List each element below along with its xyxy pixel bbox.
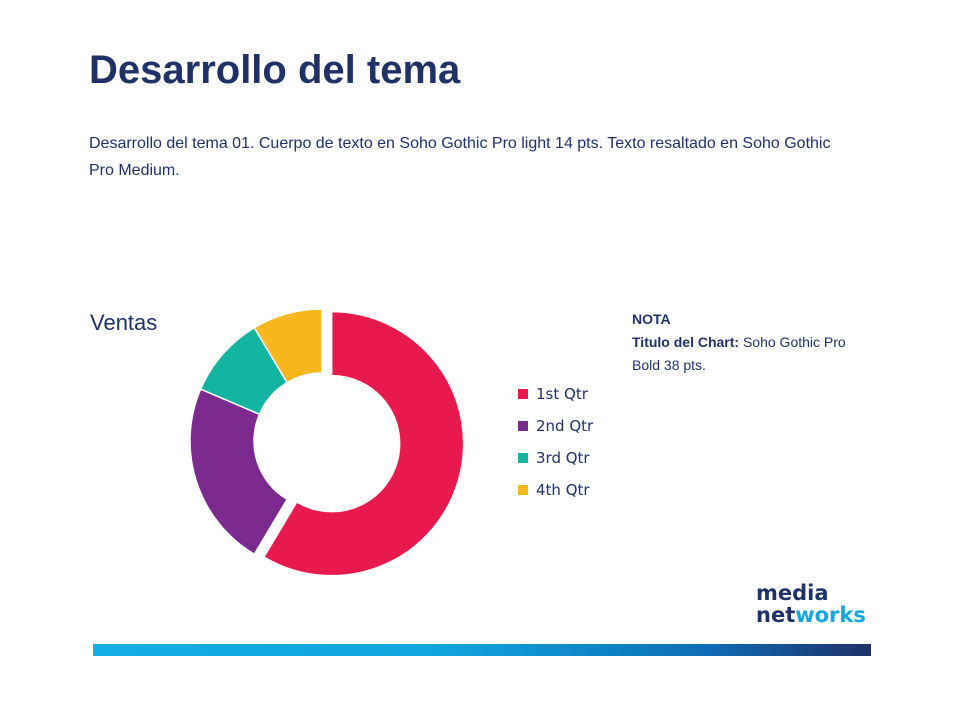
donut-slice-4 [253, 308, 323, 384]
slide-title: Desarrollo del tema [89, 48, 461, 92]
legend-item-q1: 1st Qtr [518, 378, 593, 410]
legend-label-q1: 1st Qtr [536, 385, 588, 403]
legend-swatch-q4 [518, 485, 528, 495]
donut-chart [189, 308, 465, 575]
legend-label-q3: 3rd Qtr [536, 449, 590, 467]
logo-line1: media [756, 581, 829, 605]
note-label: Titulo del Chart: [632, 334, 740, 350]
legend-item-q4: 4th Qtr [518, 474, 593, 506]
logo-line2-accent: works [795, 603, 866, 627]
note-text: Titulo del Chart: Soho Gothic Pro Bold 3… [632, 331, 862, 377]
legend-item-q2: 2nd Qtr [518, 410, 593, 442]
body-text: Desarrollo del tema 01. Cuerpo de texto … [89, 135, 831, 179]
legend-label-q2: 2nd Qtr [536, 417, 594, 435]
logo-line2: networks [756, 604, 866, 626]
donut-slice-2 [189, 388, 289, 556]
donut-slice-1 [262, 310, 465, 575]
media-networks-logo: media networks [756, 582, 866, 626]
legend-label-q4: 4th Qtr [536, 481, 590, 499]
note-heading: NOTA [632, 311, 671, 327]
chart-title: Ventas [90, 310, 158, 335]
note-detail: Soho Gothic Pro Bold 38 pts. [632, 334, 846, 373]
legend-swatch-q3 [518, 453, 528, 463]
legend-swatch-q1 [518, 389, 528, 399]
chart-legend: 1st Qtr 2nd Qtr 3rd Qtr 4th Qtr [518, 378, 593, 506]
legend-item-q3: 3rd Qtr [518, 442, 593, 474]
note-box: NOTA Titulo del Chart: Soho Gothic Pro B… [632, 308, 862, 377]
logo-line2-part1: net [756, 603, 796, 627]
footer-gradient-bar [93, 644, 871, 656]
legend-swatch-q2 [518, 421, 528, 431]
